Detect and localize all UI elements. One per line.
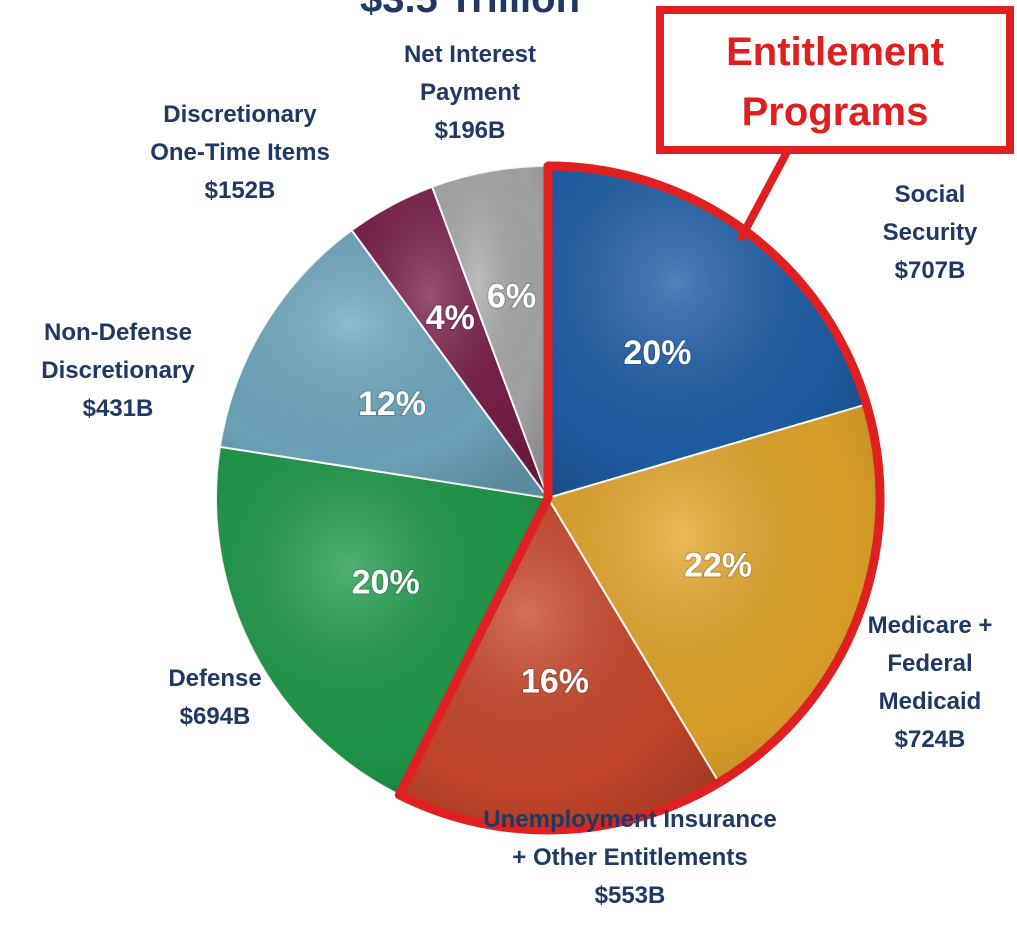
pie-outer-label-line: $694B: [180, 703, 251, 730]
pie-percent-label-medicare-federal-medicaid: 22%: [684, 546, 752, 584]
entitlement-callout-line-1: Entitlement: [726, 30, 944, 74]
pie-outer-label-line: One-Time Items: [150, 139, 330, 166]
pie-outer-label-non-defense-discretionary: Non-Defense Discretionary $431B: [41, 319, 195, 422]
pie-percent-label-defense: 20%: [352, 564, 420, 602]
pie-outer-label-line: $724B: [895, 726, 966, 753]
pie-outer-label-unemployment-insurance-other-entitlements: Unemployment Insurance + Other Entitlemen…: [483, 806, 776, 909]
pie-outer-label-line: Medicare +: [868, 612, 993, 639]
entitlement-callout-line-2: Programs: [742, 90, 929, 134]
pie-slice-shade-medicare-federal-medicaid: [548, 404, 880, 783]
entitlement-outline: [394, 161, 885, 835]
pie-percent-label-non-defense-discretionary: 12%: [358, 385, 426, 423]
pie-outer-label-line: $196B: [435, 117, 506, 144]
pie-outer-label-net-interest-payment: Net Interest Payment $196B: [404, 41, 536, 144]
pie-percent-label-discretionary-one-time-items: 4%: [426, 299, 475, 337]
pie-slice-shade-net-interest-payment: [432, 166, 548, 498]
pie-slice-shade-social-security: [548, 166, 867, 498]
pie-outer-label-line: Security: [883, 219, 978, 246]
pie-outer-label-line: Social: [895, 181, 966, 208]
pie-slice-shade-discretionary-one-time-items: [351, 186, 548, 498]
pie-slices: [215, 161, 885, 835]
pie-percent-label-unemployment-insurance-other-entitlements: 16%: [521, 662, 589, 700]
entitlement-callout-box: [656, 6, 1014, 154]
pie-outer-label-discretionary-one-time-items: Discretionary One-Time Items $152B: [150, 101, 330, 204]
pie-outer-label-line: $553B: [595, 882, 666, 909]
pie-outer-label-line: $431B: [83, 395, 154, 422]
pie-outer-label-line: + Other Entitlements: [512, 844, 747, 871]
pie-outer-label-line: Discretionary: [163, 101, 317, 128]
entitlement-callout: Entitlement Programs: [656, 6, 1014, 242]
pie-slice-percent-labels: 20% 22% 16% 20% 12% 4% 6%: [351, 276, 753, 701]
pie-outer-label-line: Defense: [168, 665, 261, 692]
pie-outer-label-line: $152B: [205, 177, 276, 204]
pie-percent-label-social-security: 20%: [623, 334, 691, 372]
pie-outer-label-line: Federal: [887, 650, 972, 677]
pie-slice-shade-non-defense-discretionary: [219, 230, 549, 498]
pie-outer-label-medicare-federal-medicaid: Medicare + Federal Medicaid $724B: [868, 612, 993, 753]
pie-outer-label-social-security: Social Security $707B: [883, 181, 978, 284]
pie-outer-label-line: Medicaid: [879, 688, 982, 715]
pie-percent-label-net-interest-payment: 6%: [487, 277, 536, 315]
pie-outer-label-line: Payment: [420, 79, 520, 106]
pie-slice-shade-unemployment-insurance-other-entitlements: [399, 498, 719, 830]
pie-outer-label-line: Non-Defense: [44, 319, 192, 346]
pie-outer-label-defense: Defense $694B: [168, 665, 261, 730]
pie-outer-label-line: Net Interest: [404, 41, 536, 68]
entitlement-callout-connector: [736, 148, 792, 242]
pie-outer-label-line: $707B: [895, 257, 966, 284]
chart-title: $3.5 Trillion: [360, 0, 580, 21]
pie-outer-label-line: Unemployment Insurance: [483, 806, 776, 833]
pie-slice-shade-defense: [216, 446, 549, 795]
pie-outer-label-line: Discretionary: [41, 357, 195, 384]
